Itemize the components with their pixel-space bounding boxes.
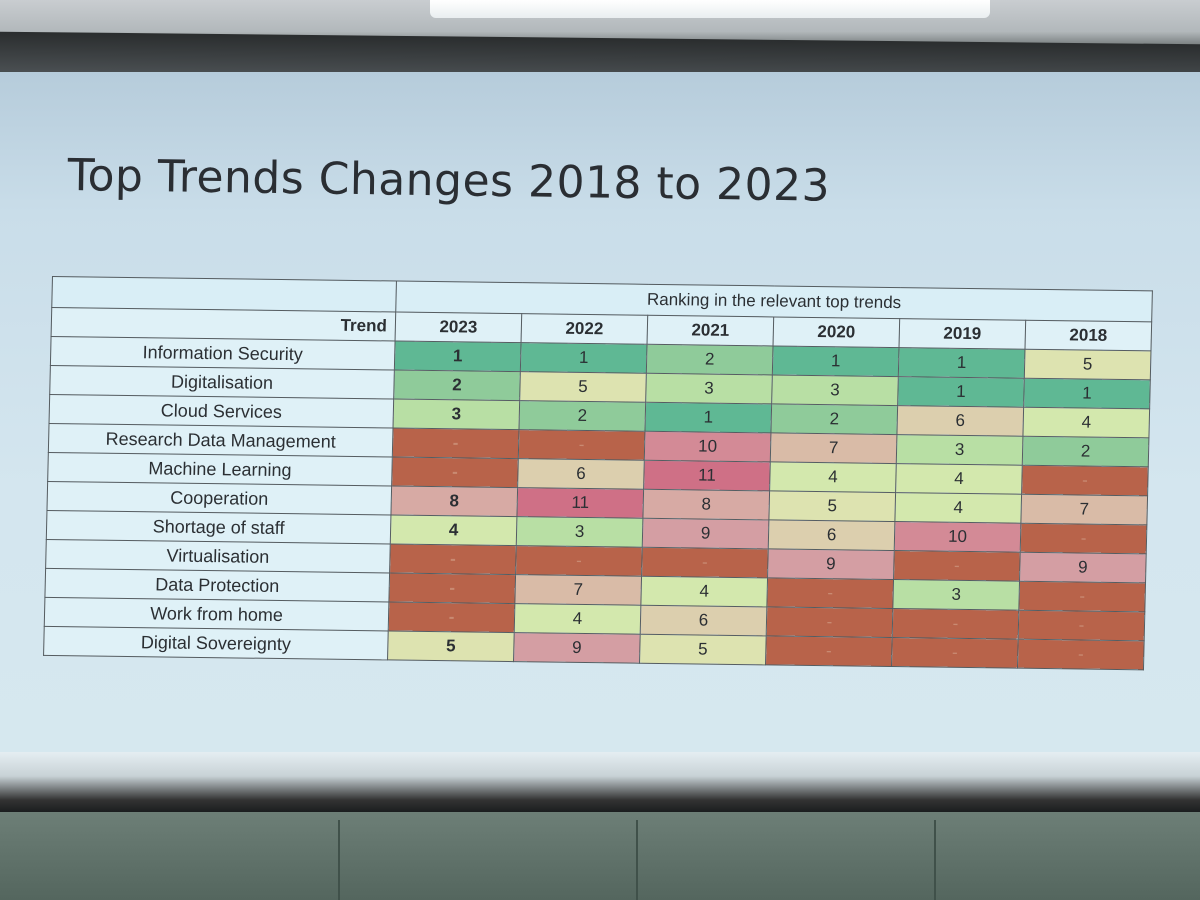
rank-cell: -: [389, 543, 517, 575]
rank-cell: 10: [644, 431, 771, 462]
year-header-2020: 2020: [773, 316, 900, 348]
rank-cell: 7: [514, 574, 642, 606]
rank-cell: 11: [643, 460, 771, 491]
rank-cell: -: [1020, 523, 1147, 554]
rank-cell: -: [766, 606, 893, 638]
trends-table-container: Ranking in the relevant top trends Trend…: [43, 276, 1153, 670]
trend-name-cell: Data Protection: [44, 568, 390, 602]
room-wall: [0, 812, 1200, 900]
trend-name-cell: Digital Sovereignty: [43, 626, 389, 660]
rank-cell: 2: [770, 403, 898, 435]
rank-cell: -: [515, 545, 643, 577]
rank-cell: 1: [772, 345, 900, 377]
rank-cell: -: [1017, 639, 1145, 670]
rank-cell: -: [891, 637, 1019, 669]
rank-cell: 4: [390, 514, 517, 546]
rank-cell: 2: [393, 369, 521, 401]
rank-cell: 5: [387, 630, 515, 662]
ceiling-light: [430, 0, 990, 18]
rank-cell: 4: [894, 492, 1022, 524]
rank-cell: 7: [770, 432, 897, 464]
trend-name-cell: Work from home: [44, 597, 389, 631]
rank-cell: -: [1018, 610, 1145, 641]
slide-title: Top Trends Changes 2018 to 2023: [67, 150, 831, 212]
wall-panel-seam: [636, 820, 638, 900]
trend-name-cell: Machine Learning: [47, 452, 393, 486]
rank-cell: 4: [514, 603, 641, 635]
trend-name-cell: Information Security: [50, 336, 396, 370]
rank-cell: 3: [896, 434, 1023, 466]
rank-cell: -: [392, 427, 519, 459]
rank-cell: 9: [767, 548, 895, 580]
rank-cell: 9: [513, 632, 641, 664]
rank-cell: 1: [520, 342, 648, 374]
rank-cell: 1: [897, 376, 1025, 408]
rank-cell: 3: [645, 373, 773, 404]
wall-panel-seam: [338, 820, 340, 900]
rank-cell: 1: [898, 347, 1025, 379]
trend-column-header: Trend: [51, 307, 396, 341]
rank-cell: 5: [768, 490, 896, 522]
rank-cell: 4: [769, 461, 897, 493]
year-header-2019: 2019: [899, 318, 1026, 350]
trends-ranking-table: Ranking in the relevant top trends Trend…: [43, 276, 1153, 670]
rank-cell: 9: [642, 518, 769, 549]
rank-cell: 3: [771, 374, 899, 406]
year-header-2023: 2023: [395, 312, 522, 343]
rank-cell: 5: [1024, 349, 1152, 380]
rank-cell: 9: [1019, 552, 1147, 583]
rank-cell: 3: [516, 516, 643, 548]
trend-name-cell: Cooperation: [46, 481, 392, 515]
rank-cell: 1: [644, 402, 772, 433]
year-header-2022: 2022: [521, 313, 648, 345]
rank-cell: -: [766, 577, 894, 609]
rank-cell: 5: [519, 371, 647, 403]
rank-cell: 2: [646, 344, 774, 375]
rank-cell: 6: [517, 458, 645, 490]
rank-cell: -: [1021, 465, 1149, 496]
rank-cell: -: [1018, 581, 1146, 612]
rank-cell: 4: [895, 463, 1023, 495]
rank-cell: 11: [516, 487, 644, 519]
rank-cell: 5: [639, 634, 767, 665]
rank-cell: 1: [1023, 378, 1151, 409]
rank-cell: 8: [390, 485, 518, 517]
rank-cell: 10: [894, 521, 1021, 553]
trend-name-cell: Shortage of staff: [46, 510, 391, 544]
rank-cell: 6: [640, 605, 767, 636]
rank-cell: 4: [1022, 407, 1150, 438]
rank-cell: -: [892, 608, 1019, 640]
rank-cell: -: [388, 601, 515, 633]
rank-cell: 6: [896, 405, 1024, 437]
rank-cell: 8: [642, 489, 770, 520]
rank-cell: -: [641, 547, 769, 578]
rank-cell: 1: [394, 340, 522, 372]
empty-corner-cell: [51, 276, 397, 313]
rank-cell: 6: [768, 519, 895, 551]
wall-panel-seam: [934, 820, 936, 900]
rank-cell: -: [518, 429, 645, 461]
rank-cell: 2: [518, 400, 646, 432]
rank-cell: 4: [640, 576, 768, 607]
rank-cell: -: [893, 550, 1021, 582]
rank-cell: 3: [392, 398, 520, 430]
rank-cell: -: [391, 456, 519, 488]
rank-cell: 2: [1022, 436, 1149, 467]
rank-cell: 3: [892, 579, 1020, 611]
trend-name-cell: Digitalisation: [49, 365, 395, 399]
projection-screen-bottom-edge: [0, 752, 1200, 812]
trend-name-cell: Research Data Management: [48, 423, 393, 457]
trend-name-cell: Virtualisation: [45, 539, 391, 573]
rank-cell: 7: [1020, 494, 1148, 525]
rank-cell: -: [388, 572, 516, 604]
trend-name-cell: Cloud Services: [49, 394, 394, 428]
year-header-2018: 2018: [1024, 320, 1152, 351]
year-header-2021: 2021: [647, 315, 774, 346]
rank-cell: -: [765, 635, 893, 667]
